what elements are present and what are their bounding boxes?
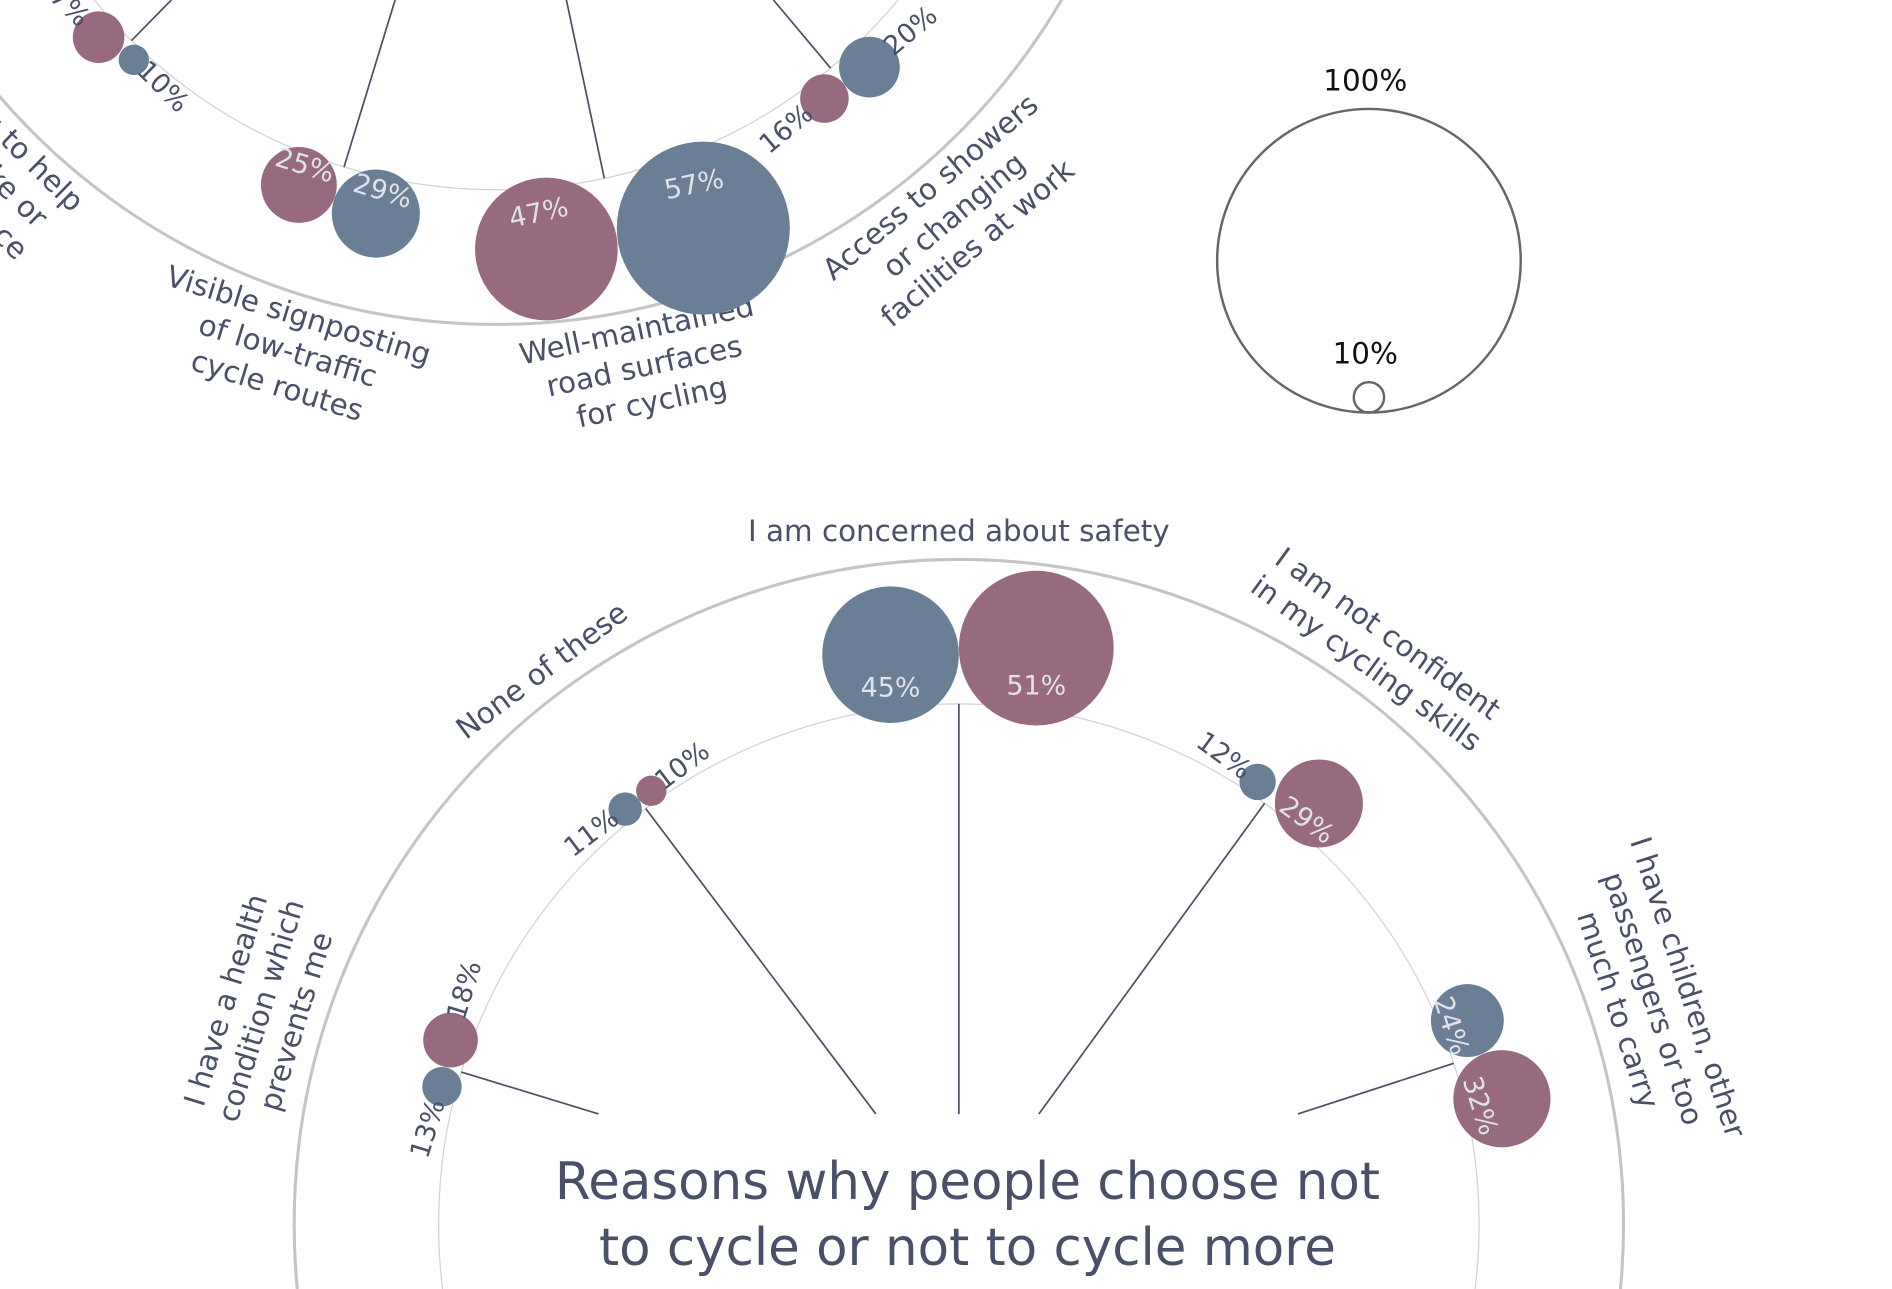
bubble	[822, 586, 959, 723]
bubble	[118, 44, 149, 76]
category-label-line: None of these	[450, 595, 634, 746]
outer-arc	[0, 0, 1064, 326]
bubble	[72, 11, 125, 63]
spoke	[130, 0, 172, 42]
chart-title: to cycle or not to cycle more	[599, 1218, 1336, 1278]
bubble	[1430, 984, 1504, 1058]
value-label: 51%	[1006, 670, 1066, 701]
bubble	[958, 570, 1114, 726]
category-label: None of these	[450, 595, 634, 746]
size-legend-label: 10%	[1333, 337, 1398, 371]
bubble	[475, 177, 618, 321]
bubble	[636, 775, 667, 806]
bubble	[839, 36, 900, 98]
spoke	[1038, 802, 1266, 1115]
bubble	[422, 1066, 462, 1107]
size-legend-label: 100%	[1323, 64, 1407, 98]
spoke	[461, 1071, 599, 1115]
inner-arc	[93, 0, 899, 191]
spoke	[772, 0, 832, 69]
bubble	[1239, 763, 1276, 801]
bubble	[608, 792, 642, 826]
outer-arc	[292, 558, 1625, 1289]
value-label: 45%	[861, 672, 921, 703]
category-label-line: I am concerned about safety	[748, 514, 1170, 548]
size-legend-circle	[1352, 380, 1386, 414]
value-label: 18%	[441, 957, 488, 1023]
spoke	[645, 808, 877, 1115]
bubble	[616, 141, 790, 315]
bubble	[260, 146, 337, 223]
bubble	[800, 74, 849, 123]
spoke	[565, 0, 606, 179]
bubble	[1453, 1050, 1551, 1148]
chart-title: Reasons why people choose not	[555, 1152, 1380, 1212]
bubble	[1274, 759, 1363, 848]
bubble	[423, 1012, 478, 1068]
category-label: I am concerned about safety	[748, 514, 1170, 548]
spoke	[343, 0, 396, 168]
bubble	[331, 169, 420, 258]
spoke	[1297, 1062, 1454, 1115]
value-label: 13%	[405, 1096, 452, 1162]
